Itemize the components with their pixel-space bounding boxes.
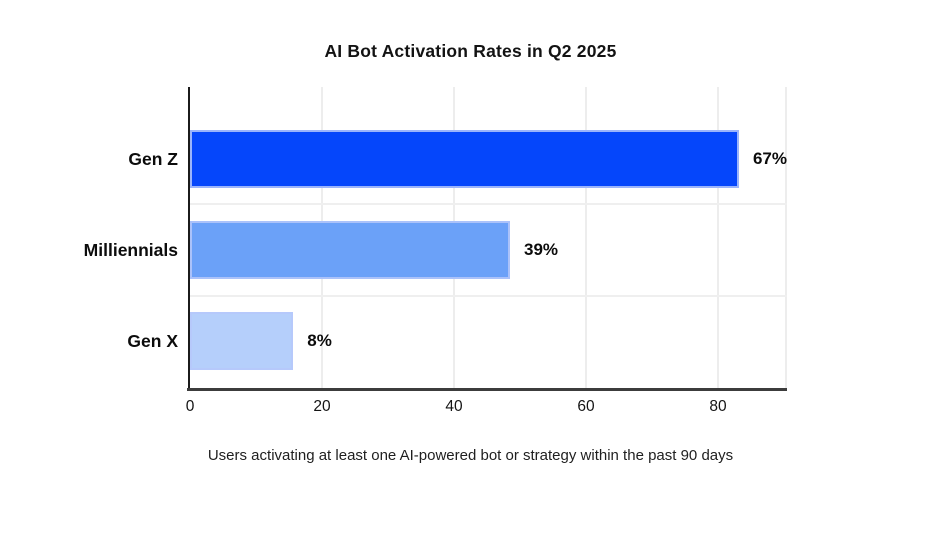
gridline-horizontal-1 xyxy=(190,203,787,205)
gridline-horizontal-2 xyxy=(190,295,787,297)
bar-gen-x xyxy=(190,312,294,370)
value-label-gen-z: 67% xyxy=(752,149,787,168)
x-tick-0: 0 xyxy=(185,398,195,415)
x-tick-20: 20 xyxy=(313,398,331,415)
category-label-gen-z: Gen Z xyxy=(128,148,178,169)
category-label-milliennials: Milliennials xyxy=(83,239,178,260)
chart-caption: Users activating at least one AI-powered… xyxy=(207,447,734,464)
gridline-vertical-60 xyxy=(585,87,587,389)
x-tick-40: 40 xyxy=(445,398,463,415)
x-axis-spine xyxy=(187,388,787,391)
bar-gen-z xyxy=(190,130,739,188)
bar-row-milliennials: 39% xyxy=(190,221,787,279)
bar-milliennials xyxy=(190,221,510,279)
gridline-vertical-80 xyxy=(717,87,719,389)
category-label-gen-x: Gen X xyxy=(127,330,178,351)
gridline-vertical-right-edge xyxy=(785,87,787,389)
x-tick-80: 80 xyxy=(709,398,727,415)
x-tick-60: 60 xyxy=(577,398,595,415)
bar-row-gen-x: 8% xyxy=(190,312,787,370)
chart-title: AI Bot Activation Rates in Q2 2025 xyxy=(324,41,617,61)
y-axis-spine xyxy=(188,87,190,390)
plot-area: 67% 39% 8% xyxy=(187,87,787,391)
value-label-milliennials: 39% xyxy=(523,240,559,259)
category-axis: Gen Z Milliennials Gen X xyxy=(0,87,178,389)
bar-row-gen-z: 67% xyxy=(190,130,787,188)
x-axis: 0 20 40 60 80 xyxy=(0,398,941,420)
value-label-gen-x: 8% xyxy=(307,331,332,350)
